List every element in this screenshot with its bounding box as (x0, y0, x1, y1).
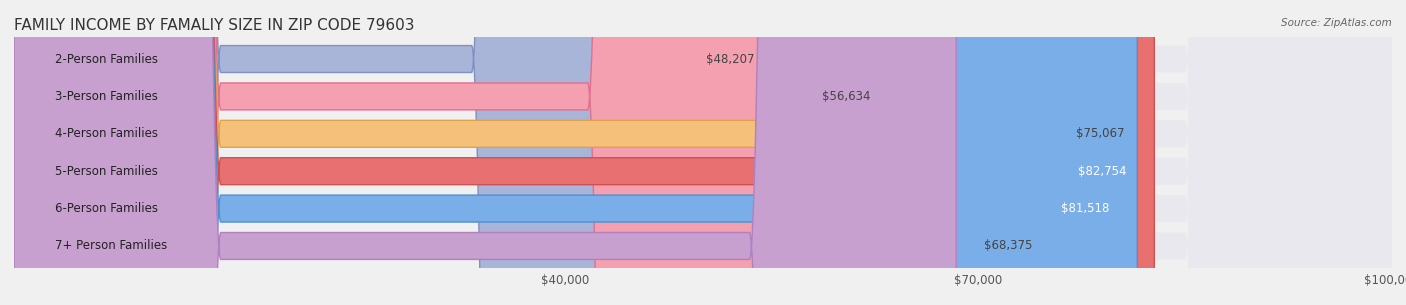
Text: 6-Person Families: 6-Person Families (55, 202, 159, 215)
Text: $81,518: $81,518 (1062, 202, 1109, 215)
FancyBboxPatch shape (14, 0, 1154, 305)
Text: $82,754: $82,754 (1078, 165, 1126, 178)
FancyBboxPatch shape (14, 0, 1392, 305)
Text: $48,207: $48,207 (706, 52, 755, 66)
FancyBboxPatch shape (14, 0, 1392, 305)
FancyBboxPatch shape (14, 0, 1392, 305)
Text: $68,375: $68,375 (984, 239, 1032, 253)
Text: $56,634: $56,634 (823, 90, 870, 103)
Text: 3-Person Families: 3-Person Families (55, 90, 159, 103)
FancyBboxPatch shape (14, 0, 1137, 305)
FancyBboxPatch shape (14, 0, 956, 305)
FancyBboxPatch shape (14, 0, 1392, 305)
FancyBboxPatch shape (14, 0, 678, 305)
Text: 2-Person Families: 2-Person Families (55, 52, 159, 66)
Text: 4-Person Families: 4-Person Families (55, 127, 159, 140)
Text: $75,067: $75,067 (1076, 127, 1125, 140)
FancyBboxPatch shape (14, 0, 1049, 305)
Text: 5-Person Families: 5-Person Families (55, 165, 159, 178)
FancyBboxPatch shape (14, 0, 1392, 305)
FancyBboxPatch shape (14, 0, 794, 305)
Text: 7+ Person Families: 7+ Person Families (55, 239, 167, 253)
Text: FAMILY INCOME BY FAMALIY SIZE IN ZIP CODE 79603: FAMILY INCOME BY FAMALIY SIZE IN ZIP COD… (14, 18, 415, 33)
Text: Source: ZipAtlas.com: Source: ZipAtlas.com (1281, 18, 1392, 28)
FancyBboxPatch shape (14, 0, 1392, 305)
